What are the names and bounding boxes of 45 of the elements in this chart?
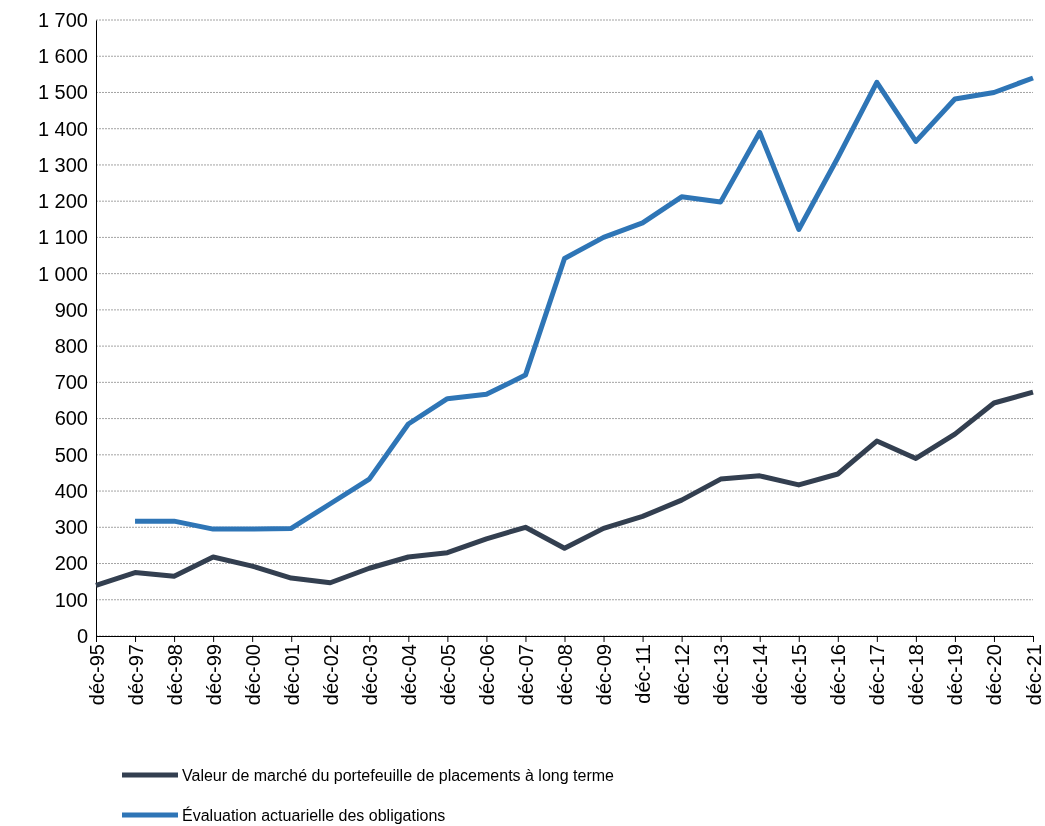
y-tick-label: 1 000 — [37, 262, 88, 285]
y-tick-label: 1 200 — [37, 190, 88, 213]
y-tick-label: 1 600 — [37, 45, 88, 68]
y-tick-label: 100 — [54, 588, 88, 611]
x-tick-label: déc-03 — [358, 644, 381, 706]
y-tick-label: 700 — [54, 371, 88, 394]
y-tick-label: 0 — [76, 624, 88, 647]
x-tick-label: déc-15 — [788, 644, 811, 706]
y-tick-label: 400 — [54, 479, 88, 502]
x-tick-label: déc-01 — [280, 644, 303, 706]
y-tick-label: 1 400 — [37, 117, 88, 140]
x-tick-label: déc-19 — [944, 644, 967, 706]
y-tick-label: 1 100 — [37, 226, 88, 249]
x-tick-label: déc-04 — [397, 644, 420, 706]
x-tick-label: déc-98 — [163, 644, 186, 706]
y-tick-label: 900 — [54, 298, 88, 321]
y-tick-label: 1 500 — [37, 81, 88, 104]
x-tick-label: déc-99 — [202, 644, 225, 706]
x-tick-label: déc-11 — [632, 644, 655, 704]
y-tick-label: 300 — [54, 516, 88, 539]
x-tick-label: déc-16 — [827, 644, 850, 706]
y-tick-label: 600 — [54, 407, 88, 430]
y-tick-label: 1 700 — [37, 8, 88, 31]
y-tick-label: 800 — [54, 335, 88, 358]
x-tick-label: déc-97 — [124, 644, 147, 706]
x-tick-label: déc-20 — [983, 644, 1006, 706]
x-tick-label: déc-08 — [554, 644, 576, 706]
x-tick-label: déc-12 — [671, 644, 694, 706]
x-tick-label: déc-09 — [593, 644, 616, 706]
x-tick-label: déc-02 — [319, 644, 342, 706]
y-tick-label: 1 300 — [37, 153, 88, 176]
x-tick-label: déc-95 — [85, 644, 108, 706]
x-tick-label: déc-06 — [475, 644, 498, 706]
x-tick-label: déc-00 — [241, 644, 264, 706]
x-tick-label: déc-14 — [749, 644, 772, 706]
x-tick-label: déc-13 — [710, 644, 733, 706]
x-tick-label: déc-18 — [905, 644, 928, 706]
legend-label: Évaluation actuarielle des obligations — [182, 805, 446, 824]
y-tick-label: 500 — [54, 443, 88, 466]
x-tick-label: déc-07 — [514, 644, 537, 706]
x-tick-label: déc-21 — [1022, 644, 1045, 706]
y-tick-label: 200 — [54, 552, 88, 575]
legend-label: Valeur de marché du portefeuille de placements à long terme — [182, 766, 615, 784]
x-tick-label: déc-05 — [436, 644, 459, 706]
x-tick-label: déc-17 — [866, 644, 889, 706]
